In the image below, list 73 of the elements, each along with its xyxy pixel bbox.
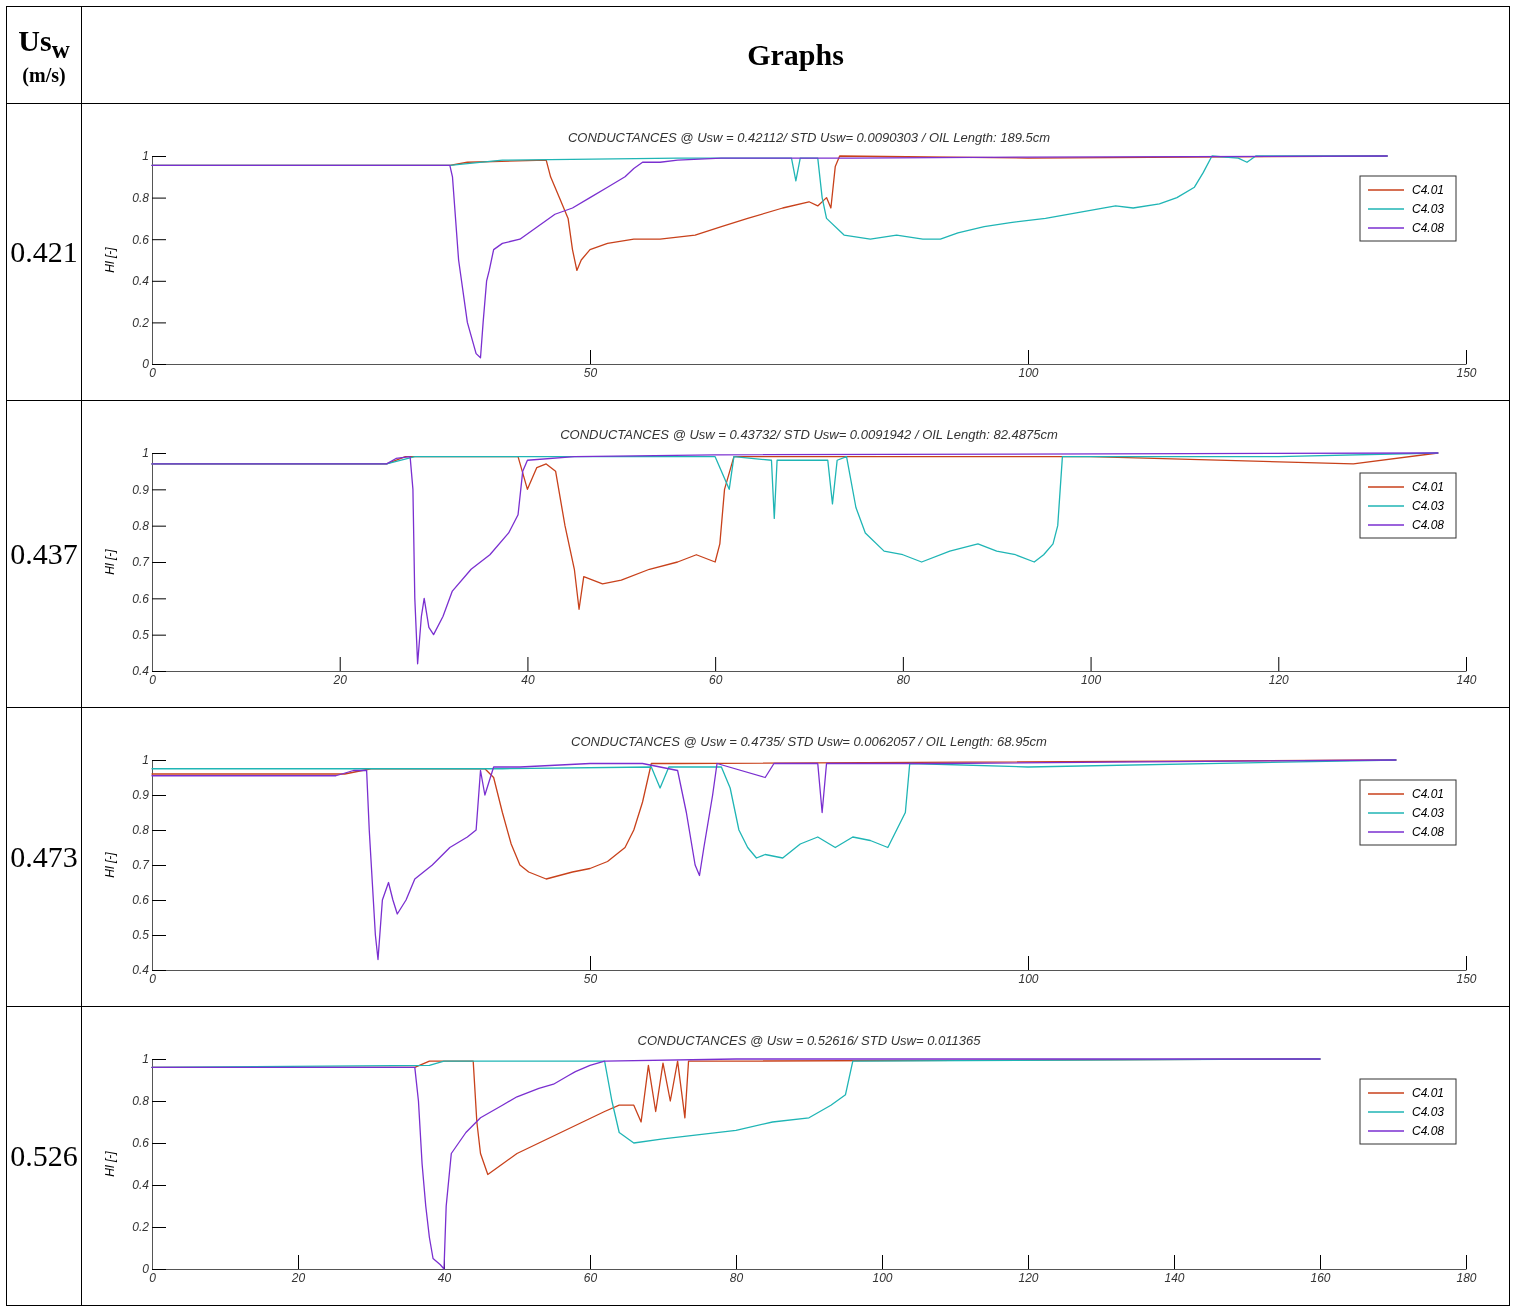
y-tick-label: 1 — [142, 149, 149, 164]
y-tick-label: 0.9 — [132, 482, 150, 497]
y-tick-label: 0.6 — [132, 232, 150, 247]
x-tick-label: 20 — [290, 1270, 306, 1285]
x-tick-label: 50 — [583, 971, 598, 986]
y-axis-title: Hl [-] — [103, 548, 117, 575]
legend-label: C4.08 — [1412, 825, 1445, 839]
x-tick-label: 50 — [583, 365, 598, 380]
y-axis-title: Hl [-] — [103, 246, 117, 273]
y-axis-title: Hl [-] — [103, 851, 117, 878]
text: Graphs — [746, 37, 845, 73]
y-tick-label: 0.7 — [132, 858, 151, 873]
text: (m/s) — [22, 63, 66, 87]
x-tick-label: 100 — [1018, 365, 1039, 380]
text: 0.526 — [7, 1007, 82, 1305]
x-tick-label: 140 — [1456, 672, 1477, 687]
legend-label: C4.01 — [1412, 480, 1445, 494]
legend-label: C4.08 — [1412, 221, 1445, 235]
y-tick-label: 0.5 — [132, 628, 150, 643]
text: 0.437 — [7, 401, 82, 707]
legend-label: C4.01 — [1412, 183, 1445, 197]
y-tick-label: 0.8 — [132, 823, 150, 838]
x-tick-label: 140 — [1164, 1270, 1185, 1285]
x-tick-label: 80 — [729, 1270, 744, 1285]
x-tick-label: 160 — [1310, 1270, 1331, 1285]
y-tick-label: 0.6 — [132, 893, 150, 908]
y-tick-label: 0.8 — [132, 190, 150, 205]
text: 0.421 — [7, 104, 82, 400]
y-tick-label: 0.4 — [132, 1178, 150, 1193]
x-tick-label: 40 — [437, 1270, 452, 1285]
x-tick-label: 100 — [1018, 971, 1039, 986]
y-tick-label: 0.6 — [132, 591, 150, 606]
legend-label: C4.03 — [1412, 202, 1445, 216]
y-tick-label: 0.8 — [132, 519, 150, 534]
legend-label: C4.01 — [1412, 787, 1445, 801]
x-tick-label: 80 — [896, 672, 911, 687]
y-tick-label: 0.7 — [132, 555, 151, 570]
x-tick-label: 60 — [708, 672, 723, 687]
y-tick-label: 1 — [142, 1052, 149, 1067]
chart-title: CONDUCTANCES @ Usw = 0.43732/ STD Usw= 0.0091942 / OIL Length: 82.4875cm — [560, 427, 1058, 442]
x-tick-label: 120 — [1268, 672, 1290, 687]
legend-label: C4.03 — [1412, 1105, 1445, 1119]
x-tick-label: 20 — [332, 672, 348, 687]
y-tick-label: 0.9 — [132, 788, 150, 803]
y-tick-label: 1 — [142, 446, 149, 461]
x-tick-label: 100 — [1081, 672, 1102, 687]
text: 0.473 — [7, 708, 82, 1006]
x-tick-label: 100 — [872, 1270, 893, 1285]
x-tick-label: 120 — [1018, 1270, 1039, 1285]
y-tick-label: 0.6 — [132, 1136, 150, 1151]
y-axis-title: Hl [-] — [103, 1150, 117, 1177]
text: Us$_{w}$ — [18, 23, 70, 64]
y-tick-label: 0.5 — [132, 928, 150, 943]
legend-label: C4.08 — [1412, 1124, 1445, 1138]
x-tick-label: 150 — [1456, 971, 1477, 986]
legend-label: C4.03 — [1412, 806, 1445, 820]
chart-title: CONDUCTANCES @ Usw = 0.52616/ STD Usw= 0.011365 — [637, 1033, 982, 1048]
y-tick-label: 0.4 — [132, 664, 150, 679]
y-tick-label: 0.8 — [132, 1094, 150, 1109]
chart-title: CONDUCTANCES @ Usw = 0.4735/ STD Usw= 0.0062057 / OIL Length: 68.95cm — [571, 734, 1048, 749]
y-tick-label: 0.4 — [132, 274, 150, 289]
legend-label: C4.08 — [1412, 518, 1445, 532]
y-tick-label: 1 — [142, 753, 149, 768]
chart-title: CONDUCTANCES @ Usw = 0.42112/ STD Usw= 0.0090303 / OIL Length: 189.5cm — [567, 130, 1051, 145]
y-tick-label: 0.2 — [132, 315, 150, 330]
y-tick-label: 0.4 — [132, 963, 150, 978]
legend-label: C4.03 — [1412, 499, 1445, 513]
legend-label: C4.01 — [1412, 1086, 1445, 1100]
x-tick-label: 60 — [583, 1270, 598, 1285]
x-tick-label: 180 — [1456, 1270, 1477, 1285]
x-tick-label: 40 — [521, 672, 535, 687]
x-tick-label: 150 — [1456, 365, 1477, 380]
y-tick-label: 0.2 — [132, 1220, 150, 1235]
